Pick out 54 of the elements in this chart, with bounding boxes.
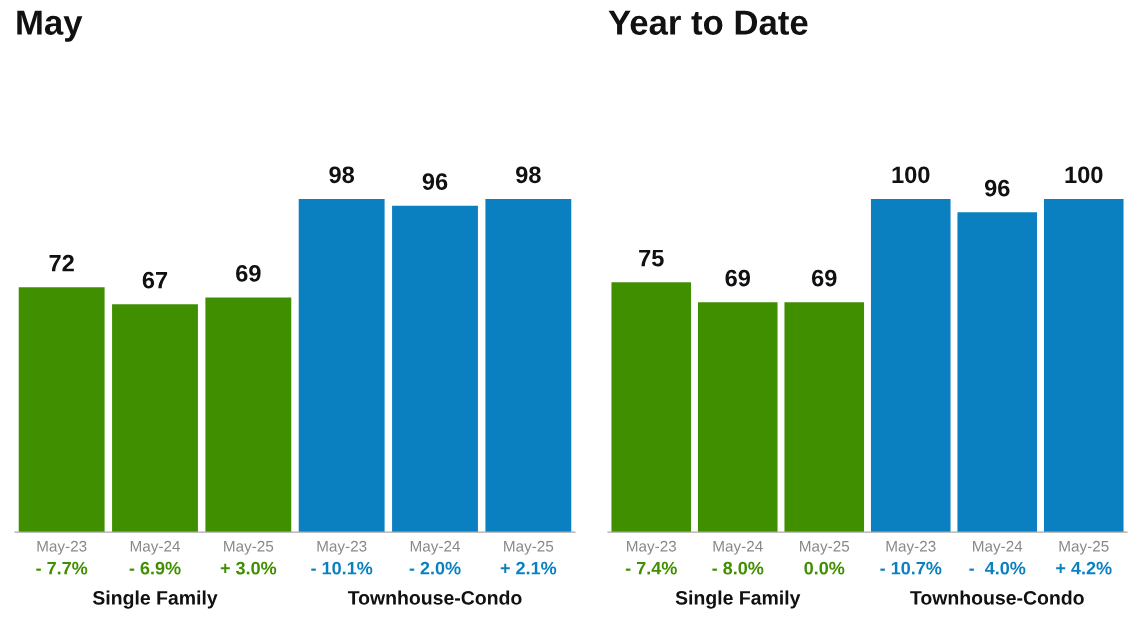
text: - 2.0%: [409, 561, 461, 575]
x-tick-label: May-25: [224, 540, 274, 555]
text: Townhouse-Condo: [910, 590, 1084, 605]
bar: [112, 304, 198, 533]
x-tick-label: May-24: [713, 540, 763, 555]
bar: [697, 302, 778, 533]
text: - 10.1%: [311, 561, 373, 575]
data-label: 69: [236, 265, 261, 282]
bar: [957, 212, 1038, 533]
bar: [870, 198, 951, 533]
text: + 3.0%: [220, 561, 277, 575]
x-tick-label: May-24: [410, 540, 461, 555]
x-tick-label: May-23: [886, 540, 936, 555]
data-label: 67: [142, 271, 168, 289]
data-label: 100: [892, 166, 930, 184]
bar: [611, 282, 692, 533]
text: - 7.7%: [36, 561, 88, 575]
text: + 4.2%: [1056, 561, 1112, 575]
x-tick-label: May-23: [37, 540, 87, 555]
text: - 8.0%: [712, 561, 764, 575]
x-tick-label: May-24: [130, 540, 181, 555]
bar: [298, 198, 385, 533]
data-label: 72: [49, 254, 74, 272]
chart-title: May: [17, 10, 83, 42]
x-tick-label: May-25: [1059, 540, 1109, 555]
data-label: 100: [1065, 166, 1103, 184]
text: Townhouse-Condo: [347, 590, 522, 605]
data-label: 75: [639, 249, 664, 267]
data-label: 98: [516, 166, 541, 184]
data-label: 69: [725, 269, 751, 287]
x-tick-label: May-24: [973, 540, 1023, 555]
data-label: 96: [422, 173, 448, 190]
text: Single Family: [675, 590, 801, 609]
text: - 7.4%: [625, 561, 677, 575]
text: Single Family: [92, 590, 218, 609]
bar: [485, 198, 572, 533]
data-label: 98: [329, 166, 355, 184]
bar: [392, 205, 478, 533]
bar: [1043, 198, 1124, 533]
text: - 10.7%: [880, 561, 942, 575]
x-tick-label: May-23: [627, 540, 677, 555]
bar: [18, 287, 105, 533]
bar: [784, 302, 865, 533]
text: + 2.1%: [500, 561, 557, 575]
data-label: 69: [811, 269, 837, 287]
x-tick-label: May-25: [800, 540, 850, 555]
text: 0.0%: [804, 561, 845, 575]
chart-title: Year to Date: [608, 10, 808, 35]
x-tick-label: May-23: [317, 540, 367, 555]
text: - 4.0%: [969, 561, 1026, 575]
x-tick-label: May-25: [504, 540, 554, 555]
text: - 6.9%: [129, 561, 181, 575]
bar: [205, 297, 292, 533]
data-label: 96: [984, 179, 1010, 197]
